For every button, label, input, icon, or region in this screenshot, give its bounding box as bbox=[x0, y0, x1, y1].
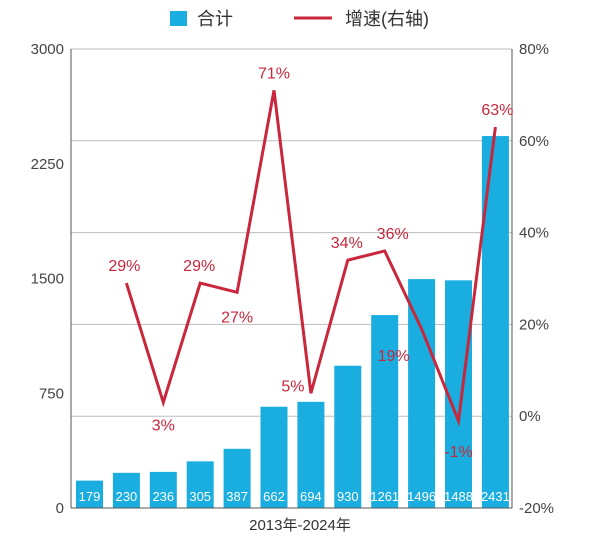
bar-2019 bbox=[297, 401, 325, 508]
legend-label-total: 合计 bbox=[197, 9, 233, 29]
growth-value-label: 71% bbox=[258, 65, 290, 82]
legend-swatch-total bbox=[170, 11, 187, 26]
bar-2013 bbox=[76, 480, 103, 508]
bar-2014 bbox=[112, 472, 140, 508]
growth-value-label: 29% bbox=[183, 258, 215, 275]
right-tick-label: 20% bbox=[519, 316, 549, 333]
bar-value-label: 305 bbox=[189, 489, 211, 504]
growth-value-label: 3% bbox=[152, 417, 175, 434]
bar-2021 bbox=[371, 315, 399, 508]
bar-value-label: 1488 bbox=[444, 489, 473, 504]
bar-2018 bbox=[260, 406, 288, 508]
growth-value-label: 63% bbox=[481, 102, 513, 119]
growth-value-label: 36% bbox=[377, 226, 409, 243]
bar-value-label: 230 bbox=[116, 489, 138, 504]
bar-value-label: 930 bbox=[337, 489, 359, 504]
legend-label-growth: 增速(右轴) bbox=[345, 9, 429, 29]
bar-2023 bbox=[445, 280, 472, 508]
left-tick-label: 1500 bbox=[31, 271, 64, 288]
right-tick-label: 40% bbox=[519, 225, 549, 242]
left-tick-label: 0 bbox=[56, 500, 64, 517]
tick-labels: 0 750 1500 2250 3000 -20% 0% 20% 40% 60% 80% bbox=[31, 41, 554, 517]
right-tick-label: 0% bbox=[519, 408, 541, 425]
growth-value-label: -1% bbox=[444, 444, 472, 461]
growth-value-label: 19% bbox=[378, 348, 410, 365]
legend: 合计 增速(右轴) bbox=[170, 9, 429, 29]
bar-2016 bbox=[186, 461, 214, 508]
axes bbox=[70, 49, 513, 509]
right-tick-label: -20% bbox=[519, 500, 554, 517]
growth-value-label: 27% bbox=[221, 309, 253, 326]
bar-value-label: 236 bbox=[152, 489, 174, 504]
right-tick-label: 80% bbox=[519, 41, 549, 58]
bar-value-label: 387 bbox=[226, 489, 248, 504]
bar-value-label: 1261 bbox=[370, 489, 399, 504]
growth-rate-line bbox=[124, 90, 497, 427]
bar-2020 bbox=[334, 365, 362, 508]
line-series bbox=[124, 90, 497, 427]
left-tick-label: 3000 bbox=[31, 41, 64, 58]
bar-2017 bbox=[223, 448, 251, 508]
bar-2022 bbox=[408, 279, 436, 508]
bar-value-label: 694 bbox=[300, 489, 322, 504]
bar-value-label: 1496 bbox=[407, 489, 436, 504]
bar-value-label: 179 bbox=[79, 489, 101, 504]
bar-2015 bbox=[149, 471, 177, 508]
growth-value-label: 29% bbox=[108, 258, 140, 275]
left-tick-label: 2250 bbox=[31, 156, 64, 173]
data-labels: 179 230 236 305 387 662 694 930 1261 1496 1488 2431… bbox=[79, 65, 514, 504]
right-tick-label: 60% bbox=[519, 133, 549, 150]
x-axis-label: 2013年-2024年 bbox=[249, 517, 351, 534]
growth-value-label: 34% bbox=[331, 235, 363, 252]
bar-value-label: 662 bbox=[263, 489, 285, 504]
bar-value-label: 2431 bbox=[481, 489, 510, 504]
bar-series bbox=[76, 136, 509, 508]
left-tick-label: 750 bbox=[39, 385, 64, 402]
growth-value-label: 5% bbox=[281, 378, 304, 395]
